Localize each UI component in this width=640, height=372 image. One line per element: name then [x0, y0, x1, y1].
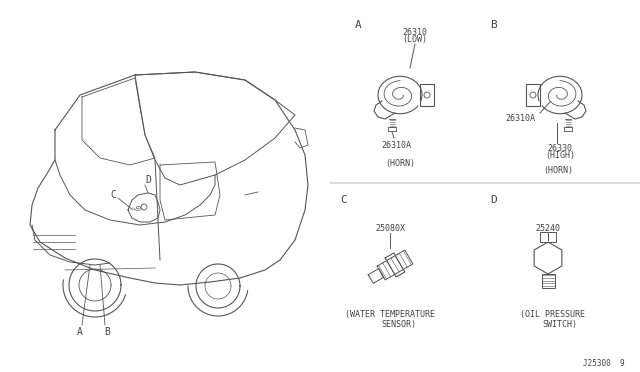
Text: D: D: [145, 175, 151, 185]
Text: 26310A: 26310A: [381, 141, 411, 150]
Text: A: A: [355, 20, 362, 30]
Text: A: A: [77, 327, 83, 337]
Bar: [540, 232, 556, 242]
Text: B: B: [490, 20, 497, 30]
Text: (WATER TEMPERATURE: (WATER TEMPERATURE: [345, 311, 435, 320]
Text: (HORN): (HORN): [385, 158, 415, 167]
Text: (OIL PRESSURE: (OIL PRESSURE: [520, 311, 586, 320]
Text: C: C: [110, 190, 116, 200]
Text: 25240: 25240: [536, 224, 561, 232]
Bar: [526, 84, 540, 106]
Text: SWITCH): SWITCH): [543, 320, 577, 328]
Text: 25080X: 25080X: [375, 224, 405, 232]
Text: B: B: [104, 327, 110, 337]
Bar: [420, 84, 434, 106]
Text: D: D: [490, 195, 497, 205]
Text: (HORN): (HORN): [543, 166, 573, 174]
Text: (HIGH): (HIGH): [545, 151, 575, 160]
Text: J25300  9: J25300 9: [584, 359, 625, 368]
Text: 26310: 26310: [403, 28, 428, 36]
Text: 26310A: 26310A: [505, 113, 535, 122]
Text: (LOW): (LOW): [403, 35, 428, 44]
Bar: [541, 274, 554, 288]
Text: SENSOR): SENSOR): [381, 320, 417, 328]
Text: 26330: 26330: [547, 144, 573, 153]
Text: C: C: [340, 195, 347, 205]
